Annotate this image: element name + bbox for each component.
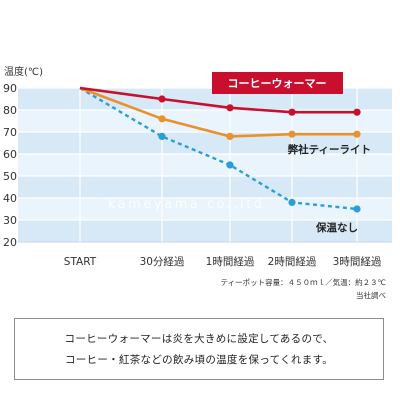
chart-band — [18, 110, 392, 132]
y-tick-label: 80 — [3, 104, 17, 117]
chart-band — [18, 220, 392, 242]
y-tick-label: 90 — [3, 82, 17, 95]
watermark: kameyama co.,ltd — [108, 197, 264, 212]
data-point — [288, 108, 296, 116]
x-tick-labels: START 30分経過 1時間経過 2時間経過 3時間経過 — [64, 255, 382, 268]
no-warming-label: 保温なし — [315, 221, 358, 234]
data-point — [226, 104, 234, 112]
data-point — [353, 108, 361, 116]
banner-background — [212, 72, 343, 94]
y-tick-label: 60 — [3, 148, 17, 161]
y-tick-label: 40 — [3, 192, 17, 205]
test-condition-note: ティーポット容量：４５０ｍｌ／気温：約２３℃ — [220, 278, 386, 287]
temperature-chart: kameyama co.,ltd 20 30 40 50 60 70 80 90 START 3… — [3, 65, 392, 268]
data-point — [158, 132, 166, 140]
y-axis-label: 温度(℃) — [4, 65, 43, 78]
data-point — [226, 132, 234, 140]
x-tick-label: 2時間経過 — [268, 255, 317, 268]
coffee-warmer-label: コーヒーウォーマー — [228, 77, 327, 90]
data-point — [353, 130, 361, 138]
description-line-1: コーヒーウォーマーは炎を大きめに設定してあるので、 — [64, 333, 334, 345]
x-tick-label: 30分経過 — [140, 255, 185, 268]
data-point — [158, 115, 166, 123]
x-tick-label: 3時間経過 — [333, 255, 382, 268]
description-line-2: コーヒー・紅茶などの飲み頃の温度を保ってくれます。 — [64, 354, 334, 366]
y-tick-labels: 20 30 40 50 60 70 80 90 — [3, 82, 17, 249]
chart-points — [158, 95, 361, 213]
data-point — [288, 198, 296, 206]
chart-band — [18, 132, 392, 154]
source-note: 当社調べ — [356, 291, 386, 300]
chart-bands — [18, 88, 392, 242]
data-point — [288, 130, 296, 138]
data-point — [226, 161, 234, 169]
chart-band — [18, 154, 392, 176]
chart-band — [18, 176, 392, 198]
x-tick-label: START — [64, 256, 97, 268]
y-tick-label: 50 — [3, 170, 17, 183]
data-point — [353, 205, 361, 213]
y-tick-label: 70 — [3, 126, 17, 139]
data-point — [158, 95, 166, 103]
description-box: コーヒーウォーマーは炎を大きめに設定してあるので、 コーヒー・紅茶などの飲み頃の… — [14, 318, 384, 380]
y-tick-label: 30 — [3, 214, 17, 227]
coffee-warmer-banner: コーヒーウォーマー — [212, 72, 343, 94]
tealight-label: 弊社ティーライト — [288, 143, 371, 156]
y-tick-label: 20 — [3, 236, 17, 249]
x-tick-label: 1時間経過 — [206, 255, 255, 268]
